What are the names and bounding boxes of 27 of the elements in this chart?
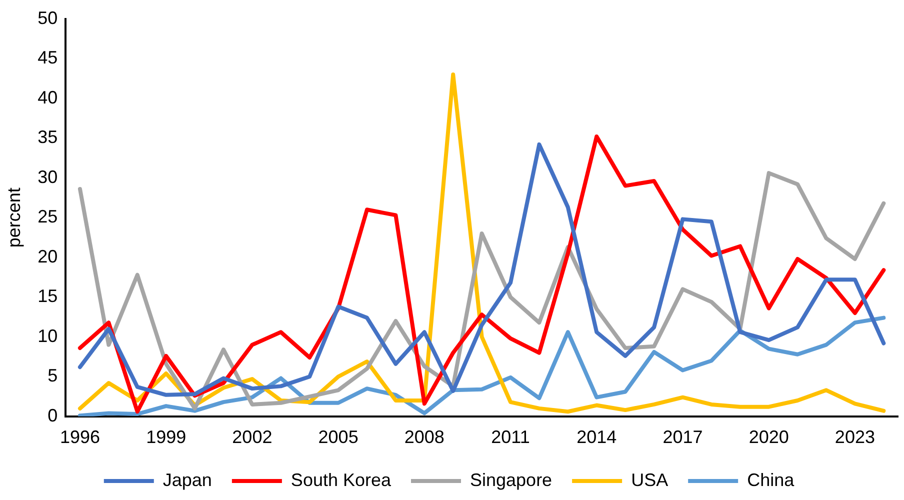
- y-tick-label: 45: [38, 48, 58, 68]
- y-tick-label: 10: [38, 326, 58, 346]
- x-tick-label: 2005: [318, 427, 358, 448]
- y-tick-label: 50: [38, 8, 58, 28]
- legend-label: Japan: [162, 470, 212, 490]
- x-tick-label: 2020: [748, 427, 789, 448]
- x-tick-label: 2008: [404, 427, 444, 448]
- x-tick-label: 2011: [491, 427, 530, 448]
- y-axis-title: percent: [4, 188, 24, 248]
- x-tick-label: 2017: [662, 427, 703, 448]
- legend-label: China: [747, 470, 796, 490]
- y-tick-label: 5: [48, 366, 58, 386]
- y-tick-label: 30: [38, 166, 58, 187]
- legend-label: Singapore: [470, 470, 552, 490]
- x-tick-label: 1999: [146, 427, 186, 448]
- x-tick-label: 2002: [232, 427, 272, 448]
- y-tick-label: 20: [38, 246, 58, 266]
- y-tick-label: 40: [38, 87, 58, 108]
- y-tick-label: 0: [48, 405, 58, 426]
- x-tick-label: 1996: [60, 427, 100, 448]
- x-tick-label: 2014: [576, 427, 617, 448]
- y-tick-label: 25: [38, 206, 58, 227]
- legend-label: USA: [631, 470, 668, 490]
- y-tick-label: 35: [38, 127, 58, 148]
- x-tick-label: 2023: [834, 427, 875, 448]
- y-tick-label: 15: [38, 286, 58, 306]
- legend-label: South Korea: [290, 470, 392, 490]
